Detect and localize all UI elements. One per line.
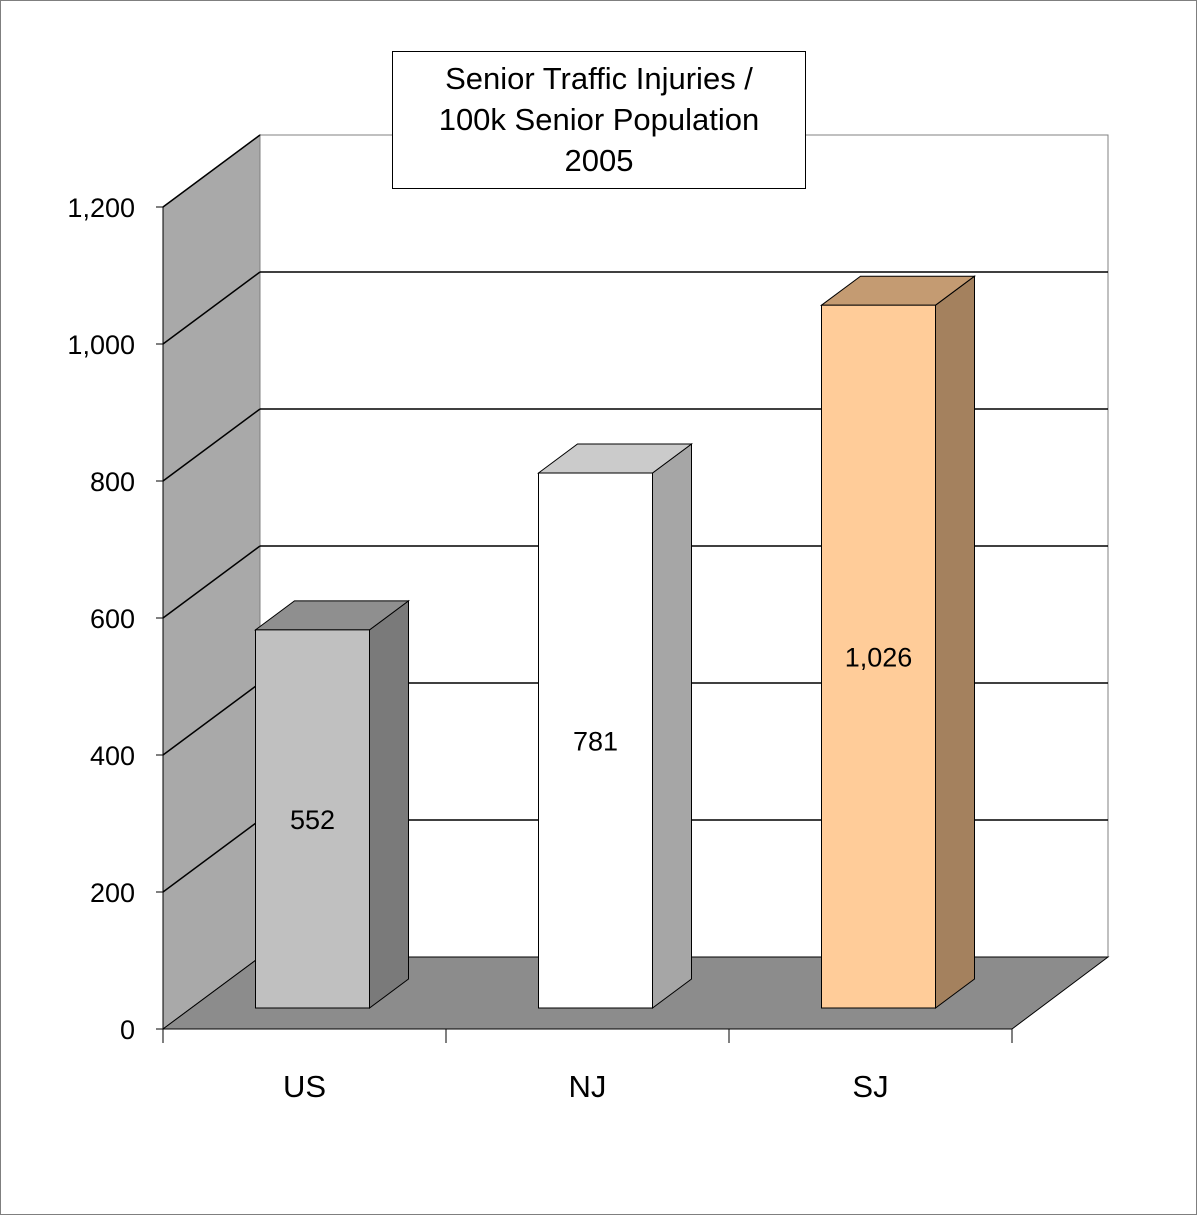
bar-side [652, 443, 692, 1009]
x-category-label: US [283, 1069, 326, 1104]
bar [821, 304, 936, 1009]
bar-value-label: 552 [290, 805, 335, 835]
y-tick-label: 800 [90, 467, 135, 497]
gridline-side [162, 408, 261, 482]
y-tick-label: 600 [90, 604, 135, 634]
gridline-side [162, 545, 261, 619]
gridline-side [162, 134, 261, 208]
y-tick-label: 400 [90, 741, 135, 771]
bar-value-label: 781 [573, 727, 618, 757]
bar [538, 472, 653, 1009]
y-tick-label: 0 [120, 1015, 135, 1045]
y-tick-label: 200 [90, 878, 135, 908]
chart-title: Senior Traffic Injuries / 100k Senior Po… [392, 51, 806, 189]
x-category-label: NJ [569, 1069, 607, 1104]
gridline-side [162, 271, 261, 345]
chart-title-line-3: 2005 [564, 143, 634, 178]
bar-side [369, 599, 409, 1009]
y-tick-label: 1,000 [67, 330, 135, 360]
bar [255, 629, 370, 1009]
x-category-label: SJ [852, 1069, 888, 1104]
chart-title-line-2: 100k Senior Population [438, 102, 760, 137]
gridline-side [162, 819, 261, 893]
bar-value-label: 1,026 [845, 643, 913, 673]
chart-title-line-1: Senior Traffic Injuries / [445, 61, 753, 96]
y-tick-label: 1,200 [67, 193, 135, 223]
bar-side [935, 275, 975, 1009]
gridline-side [162, 682, 261, 756]
